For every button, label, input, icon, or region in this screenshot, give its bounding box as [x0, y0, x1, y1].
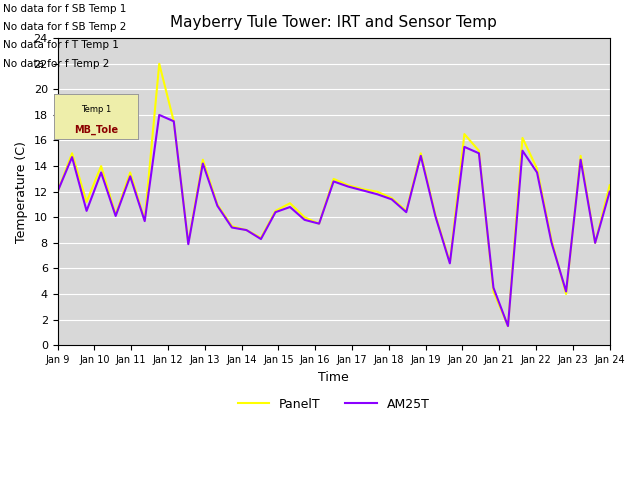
PanelT	[97, 163, 105, 169]
AM25T	[243, 227, 250, 233]
AM25T	[257, 236, 265, 242]
PanelT	[301, 215, 308, 220]
PanelT	[446, 259, 454, 265]
AM25T	[446, 261, 454, 266]
AM25T	[577, 157, 584, 163]
Legend: PanelT, AM25T: PanelT, AM25T	[232, 393, 435, 416]
PanelT	[461, 131, 468, 137]
PanelT	[271, 208, 279, 214]
AM25T	[126, 173, 134, 179]
AM25T	[112, 213, 120, 219]
AM25T	[475, 150, 483, 156]
PanelT	[316, 221, 323, 227]
PanelT	[330, 176, 337, 182]
PanelT	[417, 150, 424, 156]
AM25T	[344, 184, 352, 190]
AM25T	[228, 225, 236, 230]
PanelT	[344, 182, 352, 188]
AM25T	[141, 218, 148, 224]
PanelT	[126, 169, 134, 175]
AM25T	[286, 204, 294, 210]
Title: Mayberry Tule Tower: IRT and Sensor Temp: Mayberry Tule Tower: IRT and Sensor Temp	[170, 15, 497, 30]
AM25T	[359, 188, 367, 193]
AM25T	[97, 169, 105, 175]
AM25T	[271, 209, 279, 215]
PanelT	[373, 189, 381, 194]
AM25T	[373, 192, 381, 197]
AM25T	[184, 241, 192, 247]
Text: Temp 1: Temp 1	[81, 105, 111, 114]
AM25T	[606, 189, 614, 194]
PanelT	[577, 153, 584, 159]
AM25T	[199, 161, 207, 167]
AM25T	[316, 221, 323, 227]
AM25T	[403, 209, 410, 215]
PanelT	[184, 240, 192, 246]
AM25T	[388, 196, 396, 202]
PanelT	[68, 150, 76, 156]
AM25T	[170, 119, 178, 124]
PanelT	[156, 61, 163, 67]
AM25T	[461, 144, 468, 150]
AM25T	[591, 240, 599, 246]
PanelT	[533, 166, 541, 171]
PanelT	[388, 195, 396, 201]
AM25T	[330, 179, 337, 184]
PanelT	[563, 291, 570, 297]
PanelT	[431, 212, 439, 217]
PanelT	[359, 186, 367, 192]
PanelT	[475, 148, 483, 154]
PanelT	[243, 227, 250, 233]
AM25T	[431, 213, 439, 219]
Text: MB_Tole: MB_Tole	[74, 125, 118, 135]
AM25T	[504, 323, 512, 329]
AM25T	[54, 189, 61, 194]
Y-axis label: Temperature (C): Temperature (C)	[15, 141, 28, 242]
PanelT	[548, 238, 556, 243]
PanelT	[214, 202, 221, 207]
PanelT	[228, 223, 236, 229]
AM25T	[533, 169, 541, 175]
Text: No data for f SB Temp 2: No data for f SB Temp 2	[3, 22, 127, 32]
PanelT	[83, 199, 90, 205]
PanelT	[286, 200, 294, 206]
PanelT	[606, 182, 614, 188]
AM25T	[301, 217, 308, 223]
AM25T	[83, 208, 90, 214]
PanelT	[591, 240, 599, 246]
PanelT	[141, 217, 148, 223]
AM25T	[417, 153, 424, 159]
AM25T	[490, 285, 497, 290]
PanelT	[504, 323, 512, 329]
PanelT	[54, 189, 61, 194]
AM25T	[548, 240, 556, 246]
PanelT	[518, 135, 526, 141]
Text: No data for f Temp 2: No data for f Temp 2	[3, 59, 109, 69]
AM25T	[68, 154, 76, 160]
PanelT	[170, 119, 178, 124]
AM25T	[563, 288, 570, 294]
PanelT	[490, 288, 497, 294]
PanelT	[403, 208, 410, 214]
Line: AM25T: AM25T	[58, 115, 610, 326]
PanelT	[112, 212, 120, 217]
Text: No data for f SB Temp 1: No data for f SB Temp 1	[3, 4, 127, 14]
Text: No data for f T Temp 1: No data for f T Temp 1	[3, 40, 119, 50]
AM25T	[518, 148, 526, 154]
X-axis label: Time: Time	[318, 371, 349, 384]
Line: PanelT: PanelT	[58, 64, 610, 326]
PanelT	[257, 235, 265, 240]
AM25T	[156, 112, 163, 118]
PanelT	[199, 157, 207, 163]
AM25T	[214, 203, 221, 209]
